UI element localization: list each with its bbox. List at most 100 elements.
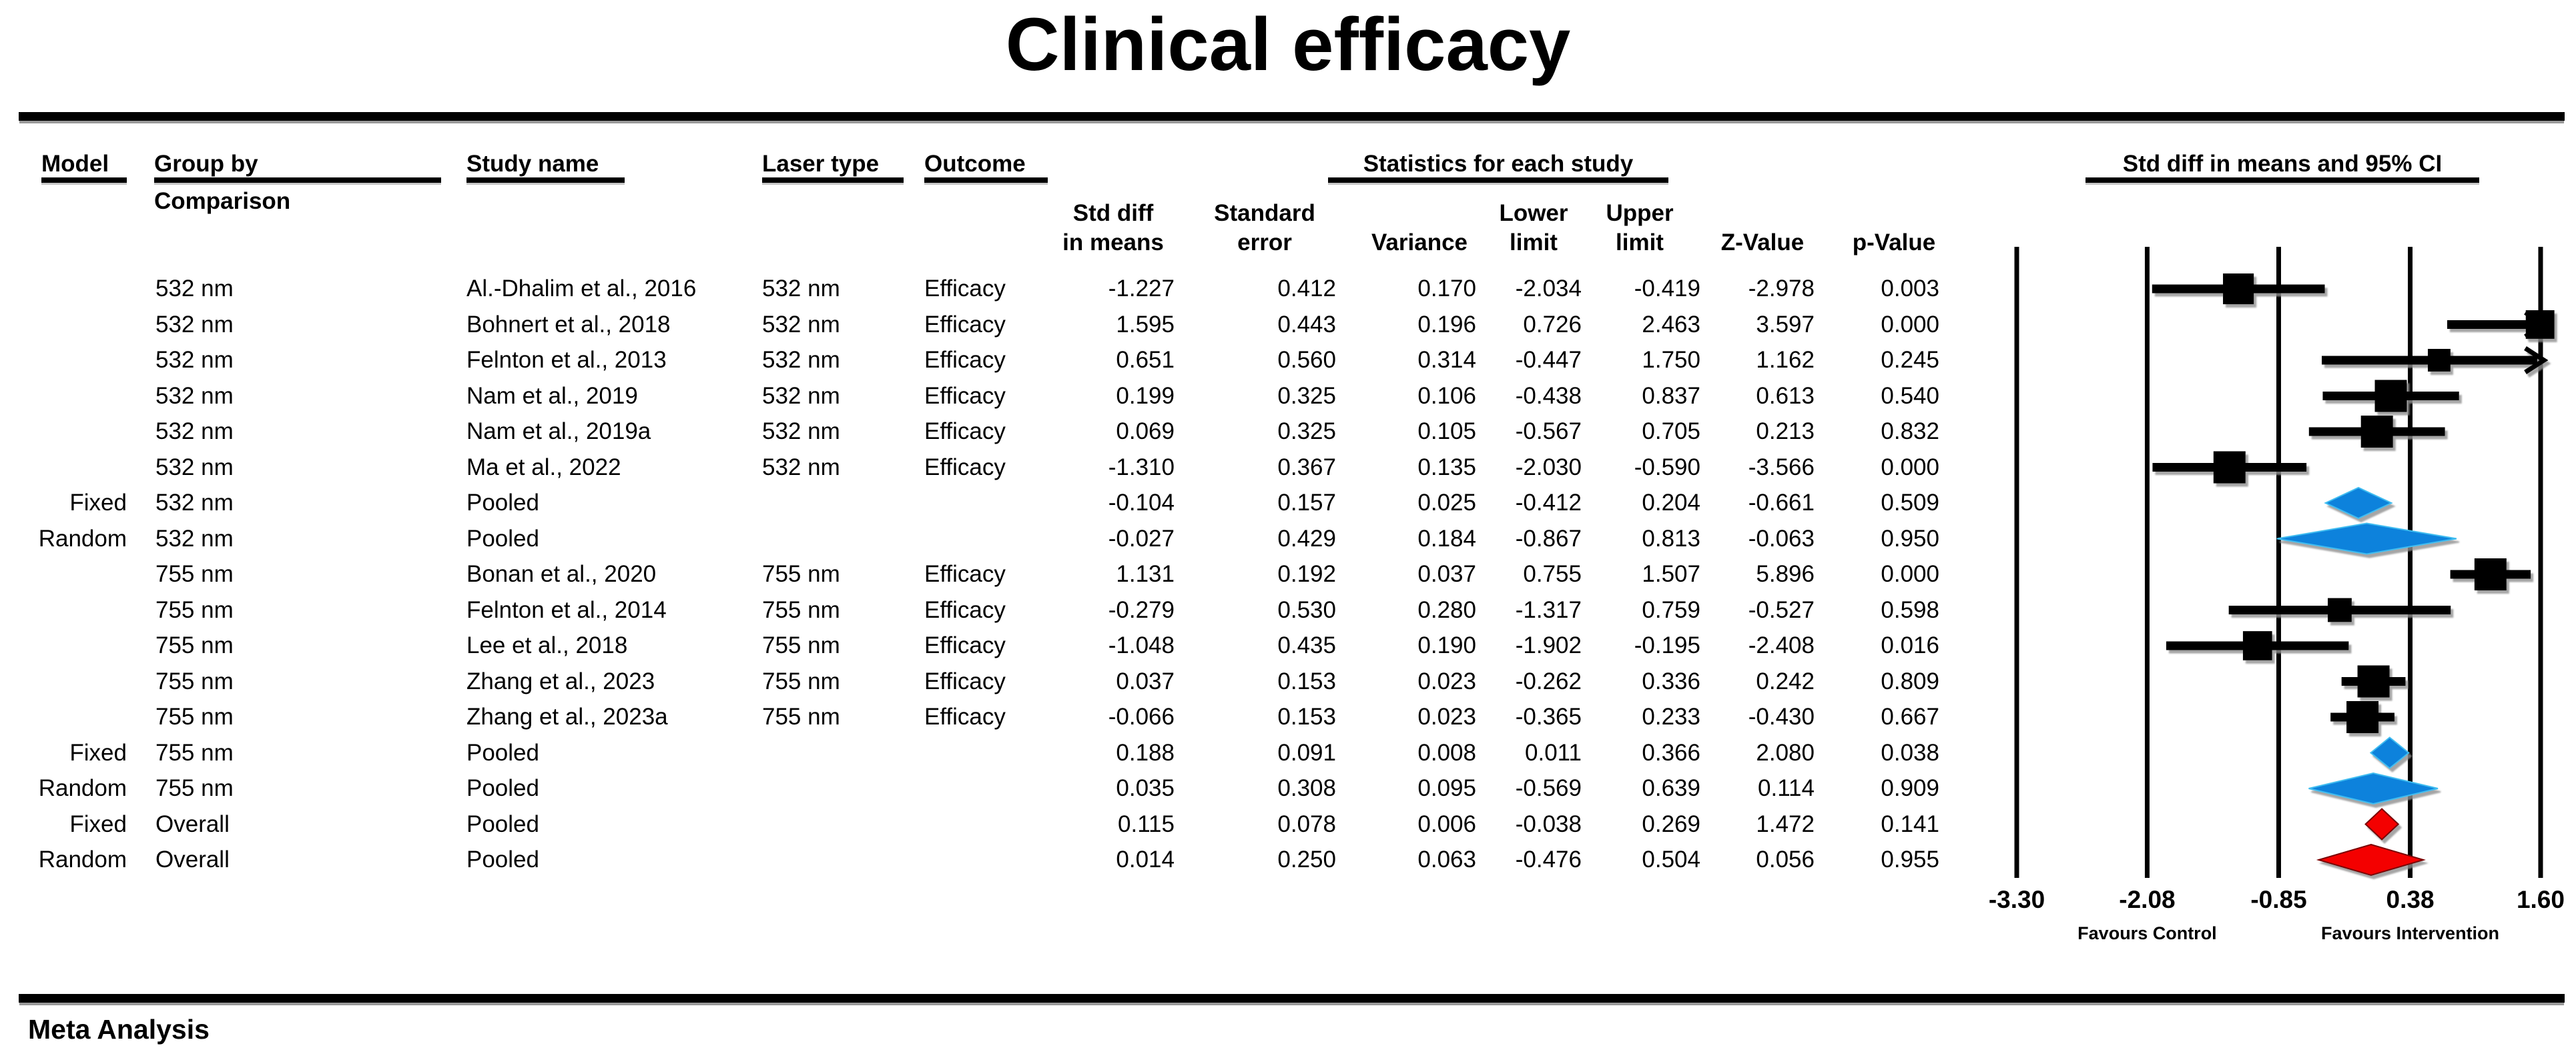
- cell-stat-value: 0.336: [1642, 668, 1700, 694]
- cell-stat-value: 2.463: [1642, 312, 1700, 338]
- forest-square: [2328, 598, 2352, 622]
- cell-stat-value: 0.011: [1525, 740, 1582, 766]
- ci-line: [2447, 320, 2537, 329]
- cell-outcome: Efficacy: [924, 312, 1006, 338]
- favours-control-label: Favours Control: [2077, 923, 2217, 943]
- meta-analysis-label: Meta Analysis: [28, 1014, 210, 1045]
- cell-stat-value: 0.091: [1277, 740, 1336, 766]
- stat-col-header: Upper: [1606, 200, 1674, 226]
- cell-stat-value: 0.000: [1881, 454, 1939, 480]
- cell-stat-value: -0.279: [1108, 597, 1175, 623]
- cell-stat-value: 0.023: [1417, 704, 1476, 730]
- cell-stat-value: -0.867: [1515, 526, 1582, 552]
- cell-laser-type: 532 nm: [762, 347, 840, 373]
- cell-stat-value: -0.438: [1515, 383, 1582, 409]
- cell-study-name: Pooled: [466, 526, 539, 552]
- cell-stat-value: 0.056: [1756, 847, 1815, 873]
- stat-col-header: in means: [1062, 229, 1164, 255]
- cell-laser-type: 532 nm: [762, 454, 840, 480]
- col-header-outcome: Outcome: [924, 149, 1048, 183]
- col-header-study-name: Study name: [466, 149, 625, 183]
- cell-stat-value: 0.813: [1642, 526, 1700, 552]
- cell-stat-value: 1.750: [1642, 347, 1700, 373]
- cell-stat-value: -0.063: [1748, 526, 1815, 552]
- cell-stat-value: 0.314: [1417, 347, 1476, 373]
- cell-group: 755 nm: [155, 775, 234, 801]
- cell-stat-value: 0.429: [1277, 526, 1336, 552]
- cell-stat-value: -0.476: [1515, 847, 1582, 873]
- cell-stat-value: 0.190: [1417, 632, 1476, 658]
- cell-stat-value: 0.366: [1642, 740, 1700, 766]
- axis-tick-label: -0.85: [2250, 886, 2307, 913]
- cell-stat-value: 0.188: [1116, 740, 1175, 766]
- stat-col-header: Z-Value: [1720, 229, 1805, 255]
- cell-stat-value: 0.135: [1417, 454, 1476, 480]
- cell-group: 755 nm: [155, 704, 234, 730]
- cell-group: 532 nm: [155, 276, 234, 302]
- cell-model: Fixed: [69, 490, 127, 516]
- cell-laser-type: 532 nm: [762, 276, 840, 302]
- cell-stat-value: 0.837: [1642, 383, 1700, 409]
- cell-stat-value: -0.412: [1515, 490, 1582, 516]
- cell-stat-value: 0.038: [1881, 740, 1939, 766]
- forest-square: [2346, 701, 2379, 733]
- cell-stat-value: 0.141: [1881, 811, 1939, 837]
- col-header-ci-plot: Std diff in means and 95% CI: [2085, 149, 2479, 183]
- cell-stat-value: 1.472: [1756, 811, 1815, 837]
- cell-stat-value: -0.430: [1748, 704, 1815, 730]
- cell-stat-value: 0.755: [1523, 561, 1582, 587]
- cell-stat-value: 0.308: [1277, 775, 1336, 801]
- cell-stat-value: 0.106: [1417, 383, 1476, 409]
- cell-stat-value: 0.213: [1756, 418, 1815, 444]
- cell-laser-type: 755 nm: [762, 704, 840, 730]
- cell-stat-value: 0.069: [1116, 418, 1175, 444]
- cell-stat-value: 2.080: [1756, 740, 1815, 766]
- cell-stat-value: 0.245: [1881, 347, 1939, 373]
- cell-study-name: Nam et al., 2019a: [466, 418, 651, 444]
- cell-stat-value: 0.950: [1881, 526, 1939, 552]
- cell-study-name: Zhang et al., 2023a: [466, 704, 668, 730]
- cell-model: Random: [38, 847, 127, 873]
- cell-stat-value: 1.507: [1642, 561, 1700, 587]
- cell-stat-value: 0.705: [1642, 418, 1700, 444]
- cell-outcome: Efficacy: [924, 347, 1006, 373]
- cell-study-name: Lee et al., 2018: [466, 632, 628, 658]
- pooled-diamond: [2316, 843, 2426, 877]
- pooled-diamond: [2369, 736, 2410, 769]
- cell-study-name: Pooled: [466, 490, 539, 516]
- cell-model: Random: [38, 526, 127, 552]
- cell-model: Random: [38, 775, 127, 801]
- bottom-rule: [19, 994, 2565, 1003]
- axis-gridline: [2014, 247, 2019, 878]
- cell-stat-value: -0.447: [1515, 347, 1582, 373]
- cell-stat-value: 0.412: [1277, 276, 1336, 302]
- cell-study-name: Bonan et al., 2020: [466, 561, 657, 587]
- cell-study-name: Al.-Dhalim et al., 2016: [466, 276, 697, 302]
- stat-col-header: Std diff: [1072, 200, 1154, 226]
- cell-group: 532 nm: [155, 418, 234, 444]
- cell-stat-value: 1.595: [1116, 312, 1175, 338]
- cell-stat-value: 0.955: [1881, 847, 1939, 873]
- cell-stat-value: 0.035: [1116, 775, 1175, 801]
- forest-square: [2374, 380, 2407, 412]
- plot-gridlines: [2014, 247, 2543, 878]
- stat-col-header: Standard: [1214, 200, 1315, 226]
- forest-square: [2474, 558, 2507, 590]
- cell-outcome: Efficacy: [924, 597, 1006, 623]
- cell-stat-value: 0.000: [1881, 561, 1939, 587]
- cell-outcome: Efficacy: [924, 704, 1006, 730]
- cell-stat-value: 0.192: [1277, 561, 1336, 587]
- cell-stat-value: -0.419: [1634, 276, 1700, 302]
- cell-stat-value: 0.037: [1116, 668, 1175, 694]
- cell-group: Overall: [155, 811, 230, 837]
- cell-stat-value: 0.269: [1642, 811, 1700, 837]
- cell-model: Fixed: [69, 811, 127, 837]
- cell-stat-value: -1.317: [1515, 597, 1582, 623]
- cell-group: 755 nm: [155, 632, 234, 658]
- cell-outcome: Efficacy: [924, 632, 1006, 658]
- stat-col-header: limit: [1616, 229, 1664, 255]
- stat-col-header: Variance: [1371, 229, 1468, 255]
- cell-stat-value: 0.504: [1642, 847, 1700, 873]
- cell-study-name: Felnton et al., 2014: [466, 597, 667, 623]
- forest-square: [2223, 273, 2254, 305]
